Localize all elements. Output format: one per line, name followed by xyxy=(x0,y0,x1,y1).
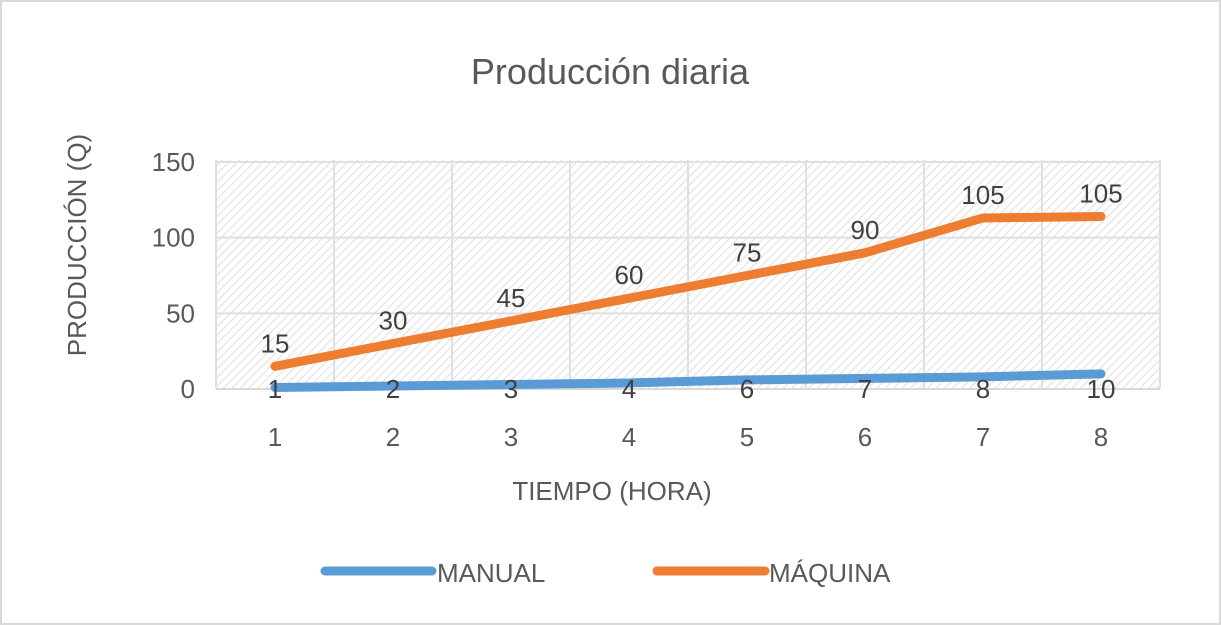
y-tick-label: 0 xyxy=(181,374,195,404)
data-label: 15 xyxy=(261,328,290,358)
data-label: 3 xyxy=(504,374,518,404)
x-tick-label: 1 xyxy=(268,422,282,452)
x-tick-label: 4 xyxy=(622,422,636,452)
data-labels: 1 2 3 4 6 7 8 10 15 30 45 60 75 90 105 105 xyxy=(261,178,1123,404)
x-tick-label: 5 xyxy=(740,422,754,452)
y-tick-label: 50 xyxy=(166,298,195,328)
data-label: 30 xyxy=(379,306,408,336)
data-label: 10 xyxy=(1087,374,1116,404)
data-label: 60 xyxy=(615,260,644,290)
data-label: 45 xyxy=(497,283,526,313)
data-label: 2 xyxy=(386,374,400,404)
y-axis-title: PRODUCCIÓN (Q) xyxy=(62,134,92,356)
y-tick-label: 150 xyxy=(152,147,195,177)
data-label: 105 xyxy=(1079,178,1122,208)
series-line-0 xyxy=(270,369,1106,392)
gridlines xyxy=(215,160,1161,390)
data-label: 75 xyxy=(733,238,762,268)
data-label: 6 xyxy=(740,374,754,404)
series-lines xyxy=(270,211,1106,392)
x-axis-ticks: 1 2 3 4 5 6 7 8 xyxy=(268,422,1108,452)
x-tick-label: 3 xyxy=(504,422,518,452)
chart-title: Producción diaria xyxy=(471,51,750,92)
y-axis-ticks: 0 50 100 150 xyxy=(152,147,195,404)
series-line-1 xyxy=(270,211,1106,371)
legend-label-maquina: MÁQUINA xyxy=(769,558,891,588)
data-label: 4 xyxy=(622,374,636,404)
x-tick-label: 8 xyxy=(1094,422,1108,452)
legend-label-manual: MANUAL xyxy=(437,558,545,588)
x-tick-label: 7 xyxy=(976,422,990,452)
legend: MANUAL MÁQUINA xyxy=(320,558,891,588)
x-tick-label: 6 xyxy=(858,422,872,452)
data-label: 8 xyxy=(976,374,990,404)
data-label: 90 xyxy=(851,215,880,245)
x-tick-label: 2 xyxy=(386,422,400,452)
y-tick-label: 100 xyxy=(152,223,195,253)
x-axis-title: TIEMPO (HORA) xyxy=(512,476,711,506)
data-label: 1 xyxy=(268,374,282,404)
data-label: 7 xyxy=(858,374,872,404)
data-label: 105 xyxy=(961,180,1004,210)
